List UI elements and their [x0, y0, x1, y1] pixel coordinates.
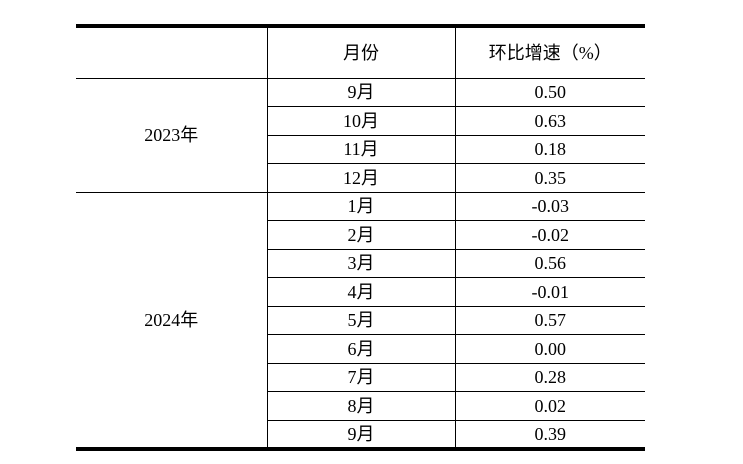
table-row: 11月 0.18	[76, 135, 645, 164]
growth-value-cell: -0.01	[455, 277, 645, 307]
month-column-header: 月份	[266, 26, 456, 79]
month-cell: 9月	[266, 78, 456, 107]
growth-value-cell: 0.63	[455, 106, 645, 136]
month-cell: 6月	[266, 334, 456, 364]
month-cell: 7月	[266, 363, 456, 392]
month-cell: 2月	[266, 220, 456, 250]
year-cell: 2024年	[76, 192, 267, 449]
growth-value-cell: 0.02	[455, 391, 645, 421]
growth-value-cell: 0.35	[455, 163, 645, 193]
month-cell: 4月	[266, 277, 456, 307]
growth-value-cell: -0.02	[455, 220, 645, 250]
growth-column-header: 环比增速（%）	[455, 26, 645, 79]
table-row: 9月 0.39	[76, 420, 645, 449]
month-cell: 12月	[266, 163, 456, 193]
table-row: 2024年 1月 -0.03	[76, 192, 645, 449]
table-row: 7月 0.28	[76, 363, 645, 392]
monthly-growth-table: 月份 环比增速（%） 2023年 9月 0.50 10月 0.63 11月 0.18 12月 0…	[76, 24, 645, 451]
month-cell: 11月	[266, 135, 456, 164]
table-row: 5月 0.57	[76, 306, 645, 335]
year-column-header	[76, 26, 267, 79]
growth-value-cell: -0.03	[455, 192, 645, 221]
growth-value-cell: 0.39	[455, 420, 645, 449]
growth-value-cell: 0.18	[455, 135, 645, 164]
header-row: 月份 环比增速（%）	[76, 26, 645, 79]
growth-value-cell: 0.57	[455, 306, 645, 335]
month-cell: 3月	[266, 249, 456, 278]
year-cell: 2023年	[76, 78, 267, 193]
table-row: 2023年 9月 0.50	[76, 78, 645, 193]
month-cell: 9月	[266, 420, 456, 449]
month-cell: 1月	[266, 192, 456, 221]
table-row: 6月 0.00	[76, 334, 645, 364]
table-row: 4月 -0.01	[76, 277, 645, 307]
month-cell: 5月	[266, 306, 456, 335]
month-cell: 8月	[266, 391, 456, 421]
growth-value-cell: 0.50	[455, 78, 645, 107]
table-row: 8月 0.02	[76, 391, 645, 421]
table-row: 12月 0.35	[76, 163, 645, 193]
monthly-growth-table-container: 月份 环比增速（%） 2023年 9月 0.50 10月 0.63 11月 0.18 12月 0…	[76, 24, 645, 451]
table-row: 3月 0.56	[76, 249, 645, 278]
table-row: 10月 0.63	[76, 106, 645, 136]
growth-value-cell: 0.00	[455, 334, 645, 364]
growth-value-cell: 0.28	[455, 363, 645, 392]
month-cell: 10月	[266, 106, 456, 136]
table-header: 月份 环比增速（%）	[76, 26, 645, 79]
table-row: 2月 -0.02	[76, 220, 645, 250]
table-body: 2023年 9月 0.50 10月 0.63 11月 0.18 12月 0.35 2024年 1月 -…	[76, 78, 645, 449]
growth-value-cell: 0.56	[455, 249, 645, 278]
